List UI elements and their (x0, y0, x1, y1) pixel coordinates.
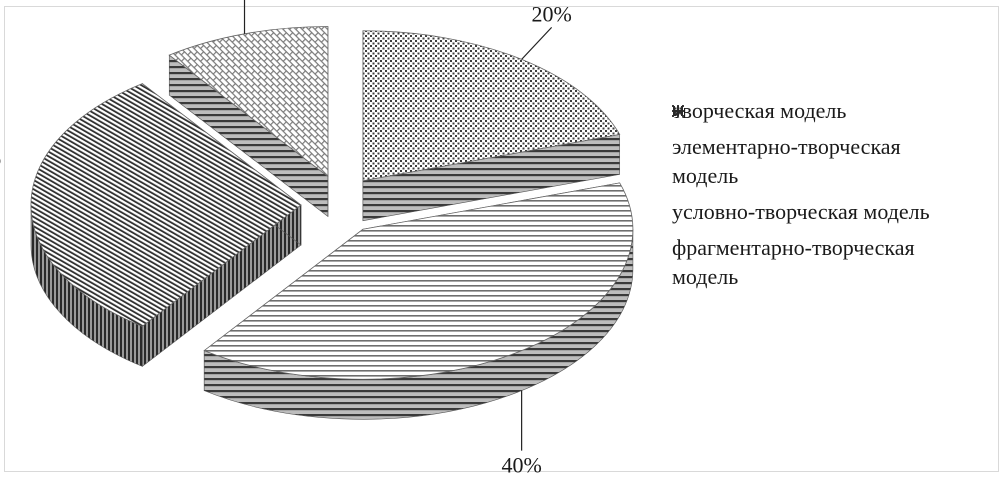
slice-elementarno-data-label: 40% (501, 453, 541, 477)
slice-uslovno-top (30, 83, 302, 327)
legend-item-uslovno: условно-творческая модель (672, 106, 972, 226)
legend-item-elementarno: элементарно-творческая модель (672, 110, 972, 190)
slice-fragmentarno-top (168, 26, 329, 178)
slice-tvorcheskaya-data-label: 20% (531, 1, 571, 26)
diagonal-lines-swatch-icon (673, 108, 683, 116)
legend-label: фрагментарно-творческая модель (672, 235, 915, 289)
legend: творческая модель элементарно-творческая… (672, 96, 972, 298)
slice-uslovno (30, 83, 302, 367)
slice-elementarno (203, 182, 634, 420)
legend-item-fragmentarno: фрагментарно-творческая модель (672, 108, 972, 291)
slice-tvorcheskaya (362, 30, 621, 222)
legend-label: творческая модель (672, 98, 847, 123)
slice-elementarno-top (203, 182, 634, 380)
slice-fragmentarno (168, 26, 329, 218)
slice-tvorcheskaya-top (362, 30, 621, 182)
legend-label: элементарно-творческая модель (672, 134, 901, 188)
slice-tvorcheskaya-leader-line (521, 26, 553, 60)
slice-uslovno-data-label: 30% (0, 145, 1, 170)
legend-item-tvorcheskaya: творческая модель (672, 96, 972, 125)
legend-label: условно-творческая модель (672, 199, 930, 224)
